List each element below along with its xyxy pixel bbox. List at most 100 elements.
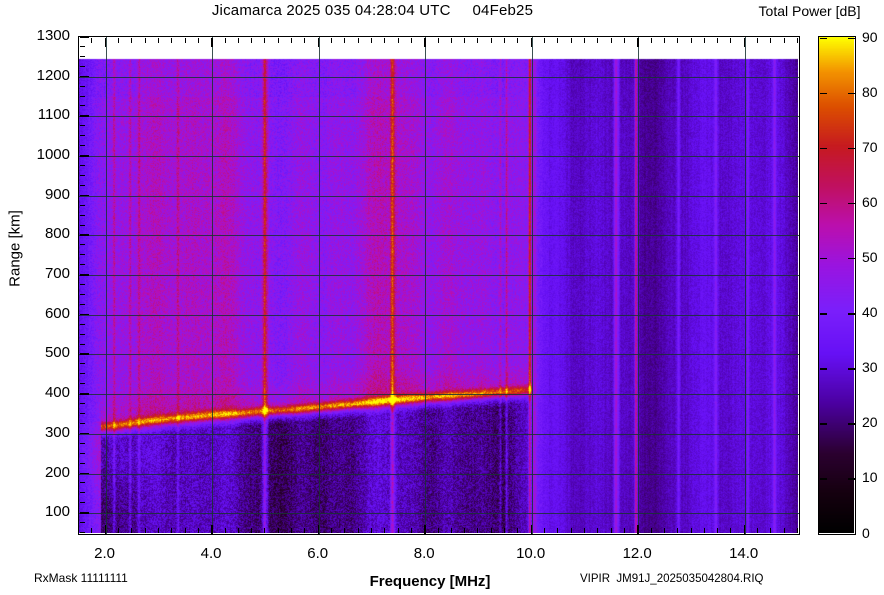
y-tick-minor: [79, 184, 85, 186]
colorbar-tick: [847, 478, 855, 480]
x-tick-minor: [144, 37, 146, 43]
x-tick-minor: [384, 37, 386, 43]
x-tick-major: [104, 524, 107, 534]
x-tick-minor: [650, 37, 652, 43]
y-tick-major: [79, 36, 89, 38]
y-tick-minor: [79, 165, 85, 166]
x-tick-minor: [144, 527, 146, 533]
y-tick-minor: [79, 244, 85, 246]
x-tick-minor: [477, 527, 479, 533]
colorbar-tick: [847, 368, 855, 370]
y-tick-minor: [79, 254, 85, 256]
colorbar-tick: [847, 533, 855, 535]
gridline-horizontal: [79, 76, 799, 78]
x-tick-minor: [690, 527, 692, 533]
x-tick-major: [637, 524, 639, 534]
spectrogram-plot: [78, 36, 800, 535]
x-tick-major: [211, 37, 213, 47]
colorbar-tick: [847, 313, 855, 315]
x-tick-minor: [717, 37, 719, 43]
x-tick-minor: [117, 527, 119, 533]
gridline-horizontal: [79, 394, 799, 396]
y-tick-label: 500: [44, 344, 70, 362]
y-tick-minor: [79, 482, 85, 484]
y-tick-label: 400: [44, 384, 70, 402]
x-tick-minor: [277, 527, 279, 533]
colorbar-tick: [847, 37, 855, 39]
x-tick-label: 8.0: [413, 545, 435, 562]
x-tick-minor: [357, 527, 359, 533]
x-tick-minor: [237, 527, 239, 533]
x-tick-major: [530, 524, 533, 534]
x-tick-minor: [450, 37, 452, 43]
gridline-vertical: [212, 37, 214, 534]
y-tick-major: [79, 393, 89, 395]
x-tick-minor: [384, 527, 386, 533]
x-tick-minor: [78, 527, 79, 533]
gridline-horizontal: [79, 354, 799, 356]
y-tick-label: 600: [44, 304, 70, 322]
x-tick-minor: [504, 37, 506, 43]
y-tick-minor: [79, 532, 85, 533]
y-tick-minor: [79, 373, 85, 375]
x-tick-minor: [783, 37, 785, 43]
x-tick-minor: [184, 527, 186, 533]
gridline-horizontal: [79, 473, 799, 475]
y-tick-minor: [79, 442, 85, 444]
y-tick-minor: [79, 174, 85, 176]
x-tick-minor: [557, 527, 559, 533]
spectrogram-canvas: [79, 37, 798, 533]
x-tick-minor: [584, 37, 585, 43]
x-tick-minor: [291, 37, 292, 43]
colorbar-tick: [847, 423, 855, 425]
x-tick-minor: [397, 37, 399, 43]
gridline-horizontal: [79, 314, 799, 316]
x-tick-minor: [623, 527, 625, 533]
colorbar-tick-label: 30: [862, 359, 878, 376]
x-tick-major: [317, 37, 320, 47]
gridline-vertical: [638, 37, 640, 534]
x-tick-minor: [677, 527, 679, 533]
x-tick-minor: [517, 527, 519, 533]
y-tick-label: 300: [44, 423, 70, 441]
y-tick-minor: [79, 264, 85, 266]
y-tick-minor: [79, 135, 85, 137]
x-tick-minor: [251, 527, 253, 533]
y-tick-minor: [79, 284, 85, 285]
x-tick-minor: [490, 37, 492, 43]
x-tick-minor: [650, 527, 652, 533]
x-tick-minor: [557, 37, 559, 43]
x-tick-major: [317, 524, 320, 534]
x-tick-label: 2.0: [94, 545, 116, 562]
y-tick-major: [79, 75, 89, 78]
x-tick-label: 6.0: [307, 545, 329, 562]
y-tick-label: 1300: [36, 27, 70, 44]
x-tick-minor: [797, 37, 798, 43]
colorbar-tick: [847, 257, 855, 260]
y-tick-major: [79, 115, 89, 117]
x-tick-minor: [237, 37, 239, 43]
x-tick-minor: [291, 527, 292, 533]
colorbar-tick-label: 90: [862, 28, 878, 45]
x-tick-minor: [197, 527, 199, 533]
gridline-horizontal: [79, 513, 799, 515]
x-tick-label: 14.0: [729, 545, 759, 562]
x-tick-minor: [224, 527, 226, 533]
y-tick-minor: [79, 383, 85, 385]
gridline-vertical: [744, 37, 746, 534]
x-tick-major: [637, 37, 639, 47]
y-tick-minor: [79, 323, 85, 325]
colorbar-tick: [819, 313, 827, 315]
x-tick-minor: [690, 37, 692, 43]
x-tick-minor: [131, 37, 133, 43]
y-tick-minor: [79, 55, 85, 57]
x-tick-major: [530, 37, 533, 47]
x-tick-minor: [757, 37, 759, 43]
x-tick-minor: [264, 527, 266, 533]
y-tick-minor: [79, 65, 85, 67]
x-tick-minor: [397, 527, 399, 533]
x-tick-minor: [677, 37, 679, 43]
y-tick-minor: [79, 403, 85, 404]
x-tick-minor: [91, 37, 93, 43]
y-tick-minor: [79, 224, 85, 226]
